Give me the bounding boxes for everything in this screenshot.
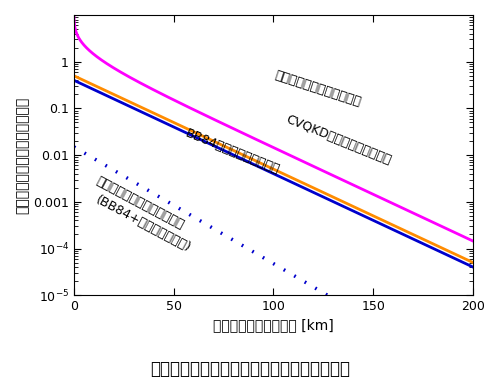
X-axis label: 量子鍵配送の伝送距離 [km]: 量子鍵配送の伝送距離 [km] [213, 319, 334, 333]
Text: CVQKD＋理想的なデバイス: CVQKD＋理想的なデバイス [284, 113, 393, 167]
Text: 今回解明した原理的な限界: 今回解明した原理的な限界 [274, 69, 363, 109]
Text: BB84＋理想的なデバイス: BB84＋理想的なデバイス [184, 127, 282, 177]
Text: 現在の量子鍵配送の最高性能: 現在の量子鍵配送の最高性能 [94, 174, 186, 231]
Y-axis label: １パルスあたりの鍵生成レート: １パルスあたりの鍵生成レート [15, 97, 29, 214]
Text: 量子鍵配送の鍵生成レートの限界と伝送距離: 量子鍵配送の鍵生成レートの限界と伝送距離 [150, 360, 350, 378]
Text: (BB84+現在のデバイス): (BB84+現在のデバイス) [94, 194, 194, 255]
